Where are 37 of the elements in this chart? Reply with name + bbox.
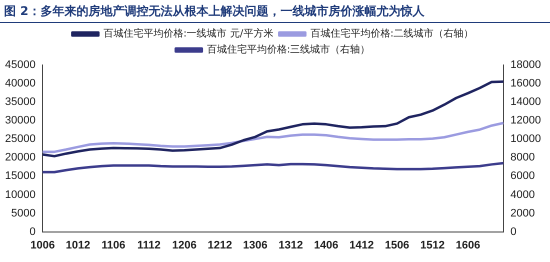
- x-tick-label: 1412: [349, 239, 374, 252]
- x-tick-label: 1512: [420, 239, 445, 252]
- x-tick-label: 1012: [66, 239, 90, 252]
- x-tick-label: 1006: [30, 239, 55, 252]
- y2-tick-label: 14000: [510, 96, 542, 108]
- y-tick-label: 35000: [4, 96, 36, 108]
- x-tick-label: 1606: [456, 239, 480, 252]
- x-tick-label: 1112: [137, 239, 161, 252]
- legend-label: 百城住宅平均价格:三线城市（右轴）: [206, 44, 370, 56]
- y-tick-label: 5000: [11, 207, 36, 220]
- y2-tick-label: 12000: [510, 114, 542, 127]
- x-tick-label: 1306: [243, 239, 268, 252]
- y-tick-label: 30000: [4, 114, 36, 127]
- x-tick-label: 1506: [384, 239, 410, 252]
- y2-tick-label: 16000: [510, 78, 542, 90]
- legend-label: 百城住宅平均价格:二线城市（右轴）: [310, 28, 474, 40]
- x-tick-label: 1212: [208, 239, 232, 252]
- x-tick-label: 1106: [102, 239, 126, 252]
- y-tick-label: 40000: [4, 78, 36, 90]
- y-tick-label: 0: [29, 226, 36, 238]
- x-tick-label: 1206: [172, 239, 197, 252]
- y-tick-label: 20000: [4, 152, 36, 164]
- legend-label: 百城住宅平均价格:一线城市 元/平方米: [103, 28, 274, 40]
- x-tick-label: 1406: [314, 239, 338, 252]
- y2-tick-label: 0: [510, 226, 517, 238]
- x-tick-label: 1312: [278, 239, 303, 252]
- y2-tick-label: 2000: [510, 207, 535, 220]
- chart-title: 图 2：多年来的房地产调控无法从根本上解决问题，一线城市房价涨幅尤为惊人: [0, 0, 550, 23]
- y2-tick-label: 18000: [510, 59, 542, 72]
- y2-tick-label: 6000: [510, 170, 535, 182]
- y-tick-label: 25000: [4, 133, 36, 146]
- y2-tick-label: 8000: [510, 152, 535, 164]
- y2-tick-label: 4000: [510, 188, 535, 201]
- y2-tick-label: 10000: [510, 133, 542, 146]
- y-tick-label: 15000: [4, 170, 36, 182]
- y-tick-label: 10000: [4, 188, 36, 201]
- y-tick-label: 45000: [4, 59, 36, 72]
